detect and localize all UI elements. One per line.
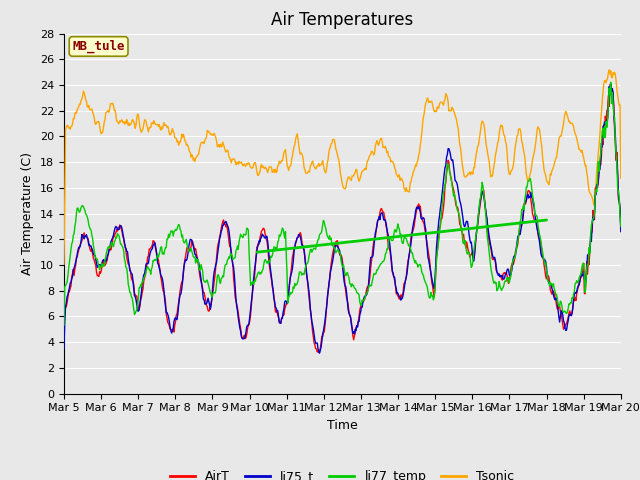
Legend: AirT, li75_t, li77_temp, Tsonic: AirT, li75_t, li77_temp, Tsonic	[165, 465, 520, 480]
Title: Air Temperatures: Air Temperatures	[271, 11, 413, 29]
X-axis label: Time: Time	[327, 419, 358, 432]
Text: MB_tule: MB_tule	[72, 40, 125, 53]
Y-axis label: Air Temperature (C): Air Temperature (C)	[22, 152, 35, 275]
